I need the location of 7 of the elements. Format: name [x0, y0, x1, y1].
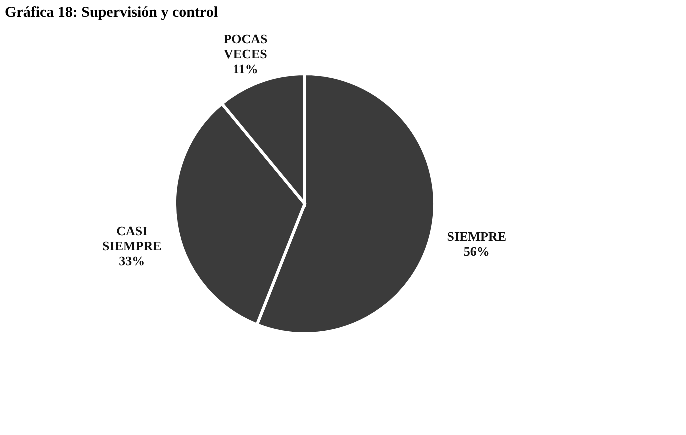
chart-title: Gráfica 18: Supervisión y control	[5, 5, 218, 21]
slice-label: CASI SIEMPRE	[102, 223, 162, 254]
slice-label: POCAS VECES	[224, 31, 268, 62]
data-label: 56%	[464, 244, 490, 259]
slice-label: SIEMPRE	[447, 228, 507, 244]
data-label: 11%	[233, 61, 258, 76]
data-label: 33%	[119, 253, 146, 268]
